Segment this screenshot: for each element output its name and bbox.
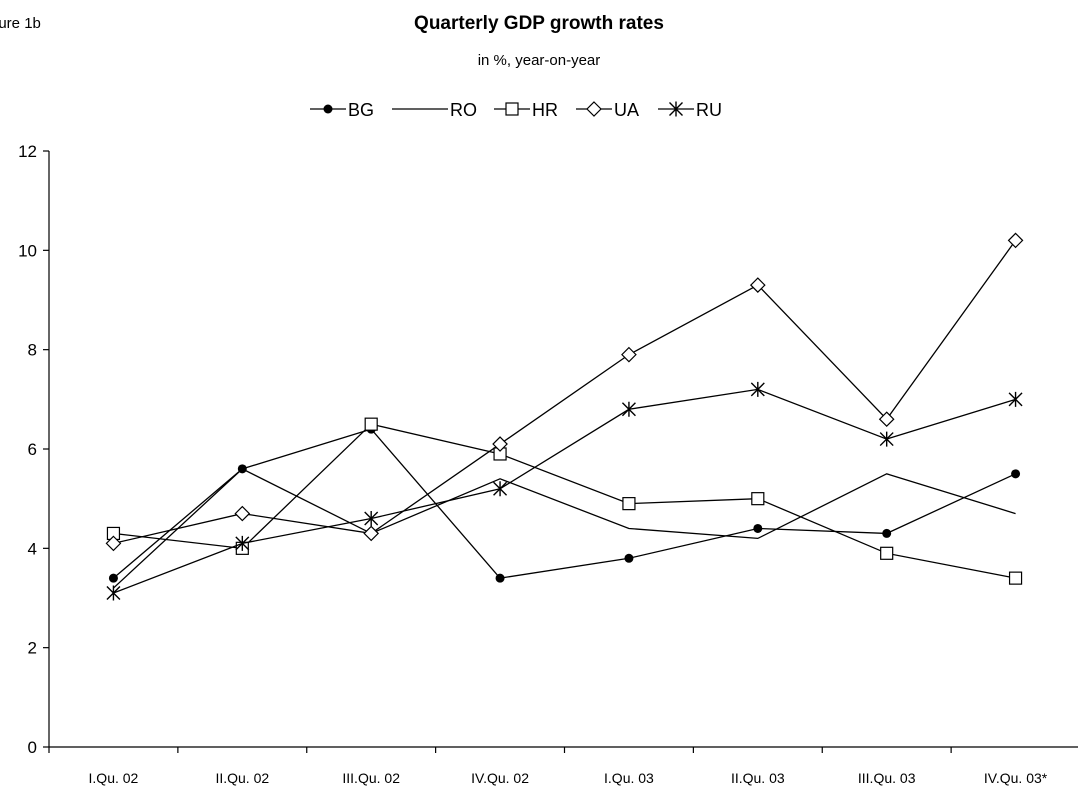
legend-marker-bg [323, 104, 333, 114]
axes: 0 2 4 6 8 10 12 I.Qu. 02 II.Qu. 02 III.Qu. 02 IV.Q… [18, 142, 1078, 786]
legend-item-bg: BG [310, 100, 374, 120]
x-tick-label: IV.Qu. 03* [984, 770, 1048, 786]
y-tick-label: 2 [28, 639, 37, 658]
legend-marker-hr [505, 102, 519, 116]
series-ru [106, 381, 1023, 601]
series-line-ro [112, 468, 1016, 589]
data-point-bg [624, 553, 634, 563]
x-tick-label: III.Qu. 02 [342, 770, 400, 786]
data-point-bg [108, 573, 118, 583]
series-bg [108, 424, 1021, 583]
x-tick-label: II.Qu. 02 [215, 770, 269, 786]
data-point-bg [1011, 469, 1021, 479]
data-point-bg [882, 528, 892, 538]
series-line-hr [113, 423, 1016, 579]
data-point-hr [751, 492, 765, 506]
legend-marker-ua [586, 101, 602, 117]
x-tick-label: II.Qu. 03 [731, 770, 785, 786]
data-point-ua [749, 277, 766, 293]
data-point-ru [493, 481, 508, 497]
y-tick-label: 4 [28, 539, 37, 558]
legend-label-ru: RU [696, 100, 722, 120]
x-tick-label: III.Qu. 03 [858, 770, 916, 786]
data-point-ru [364, 511, 379, 527]
data-point-ru [621, 401, 636, 417]
y-tick-label: 12 [18, 142, 37, 161]
data-point-ua [1007, 232, 1024, 249]
data-point-bg [753, 523, 763, 533]
data-point-ua [878, 411, 895, 428]
data-point-ru [106, 585, 121, 601]
data-point-ru [1008, 391, 1023, 407]
data-point-hr [364, 417, 378, 431]
series-line-ru [113, 388, 1016, 594]
y-tick-label: 6 [28, 440, 37, 459]
legend-label-bg: BG [348, 100, 374, 120]
x-tick-label: IV.Qu. 02 [471, 770, 529, 786]
data-point-ua [105, 535, 122, 552]
y-tick-label: 10 [18, 241, 37, 260]
legend-item-ua: UA [576, 100, 639, 120]
data-point-ua [234, 505, 251, 522]
chart-title: Quarterly GDP growth rates [414, 13, 664, 34]
series-layer [105, 232, 1024, 601]
legend: BG RO HR UA RU [310, 100, 722, 120]
legend-item-ru: RU [658, 100, 722, 120]
data-point-bg [495, 573, 505, 583]
data-point-ru [750, 381, 765, 397]
series-ua [105, 232, 1024, 552]
legend-label-ro: RO [450, 100, 477, 120]
x-tick-label: I.Qu. 03 [604, 770, 654, 786]
series-ro [112, 468, 1016, 589]
series-line-bg [113, 428, 1016, 579]
legend-label-ua: UA [614, 100, 639, 120]
legend-label-hr: HR [532, 100, 558, 120]
data-point-hr [622, 497, 636, 511]
x-tick-label: I.Qu. 02 [89, 770, 139, 786]
data-point-ua [492, 436, 508, 452]
data-point-hr [880, 546, 894, 560]
figure-label: gure 1b [0, 15, 41, 32]
data-point-hr [1008, 571, 1023, 585]
legend-item-ro: RO [392, 100, 477, 120]
data-point-ua [363, 525, 380, 542]
data-point-ru [879, 431, 894, 447]
data-point-ru [235, 535, 250, 551]
chart-subtitle: in %, year-on-year [477, 52, 601, 69]
legend-item-hr: HR [494, 100, 558, 120]
series-line-ua [113, 240, 1017, 544]
y-tick-label: 0 [28, 738, 37, 757]
series-hr [106, 417, 1023, 585]
legend-marker-ru [669, 101, 683, 117]
y-tick-label: 8 [28, 341, 37, 360]
data-point-ua [621, 346, 637, 363]
